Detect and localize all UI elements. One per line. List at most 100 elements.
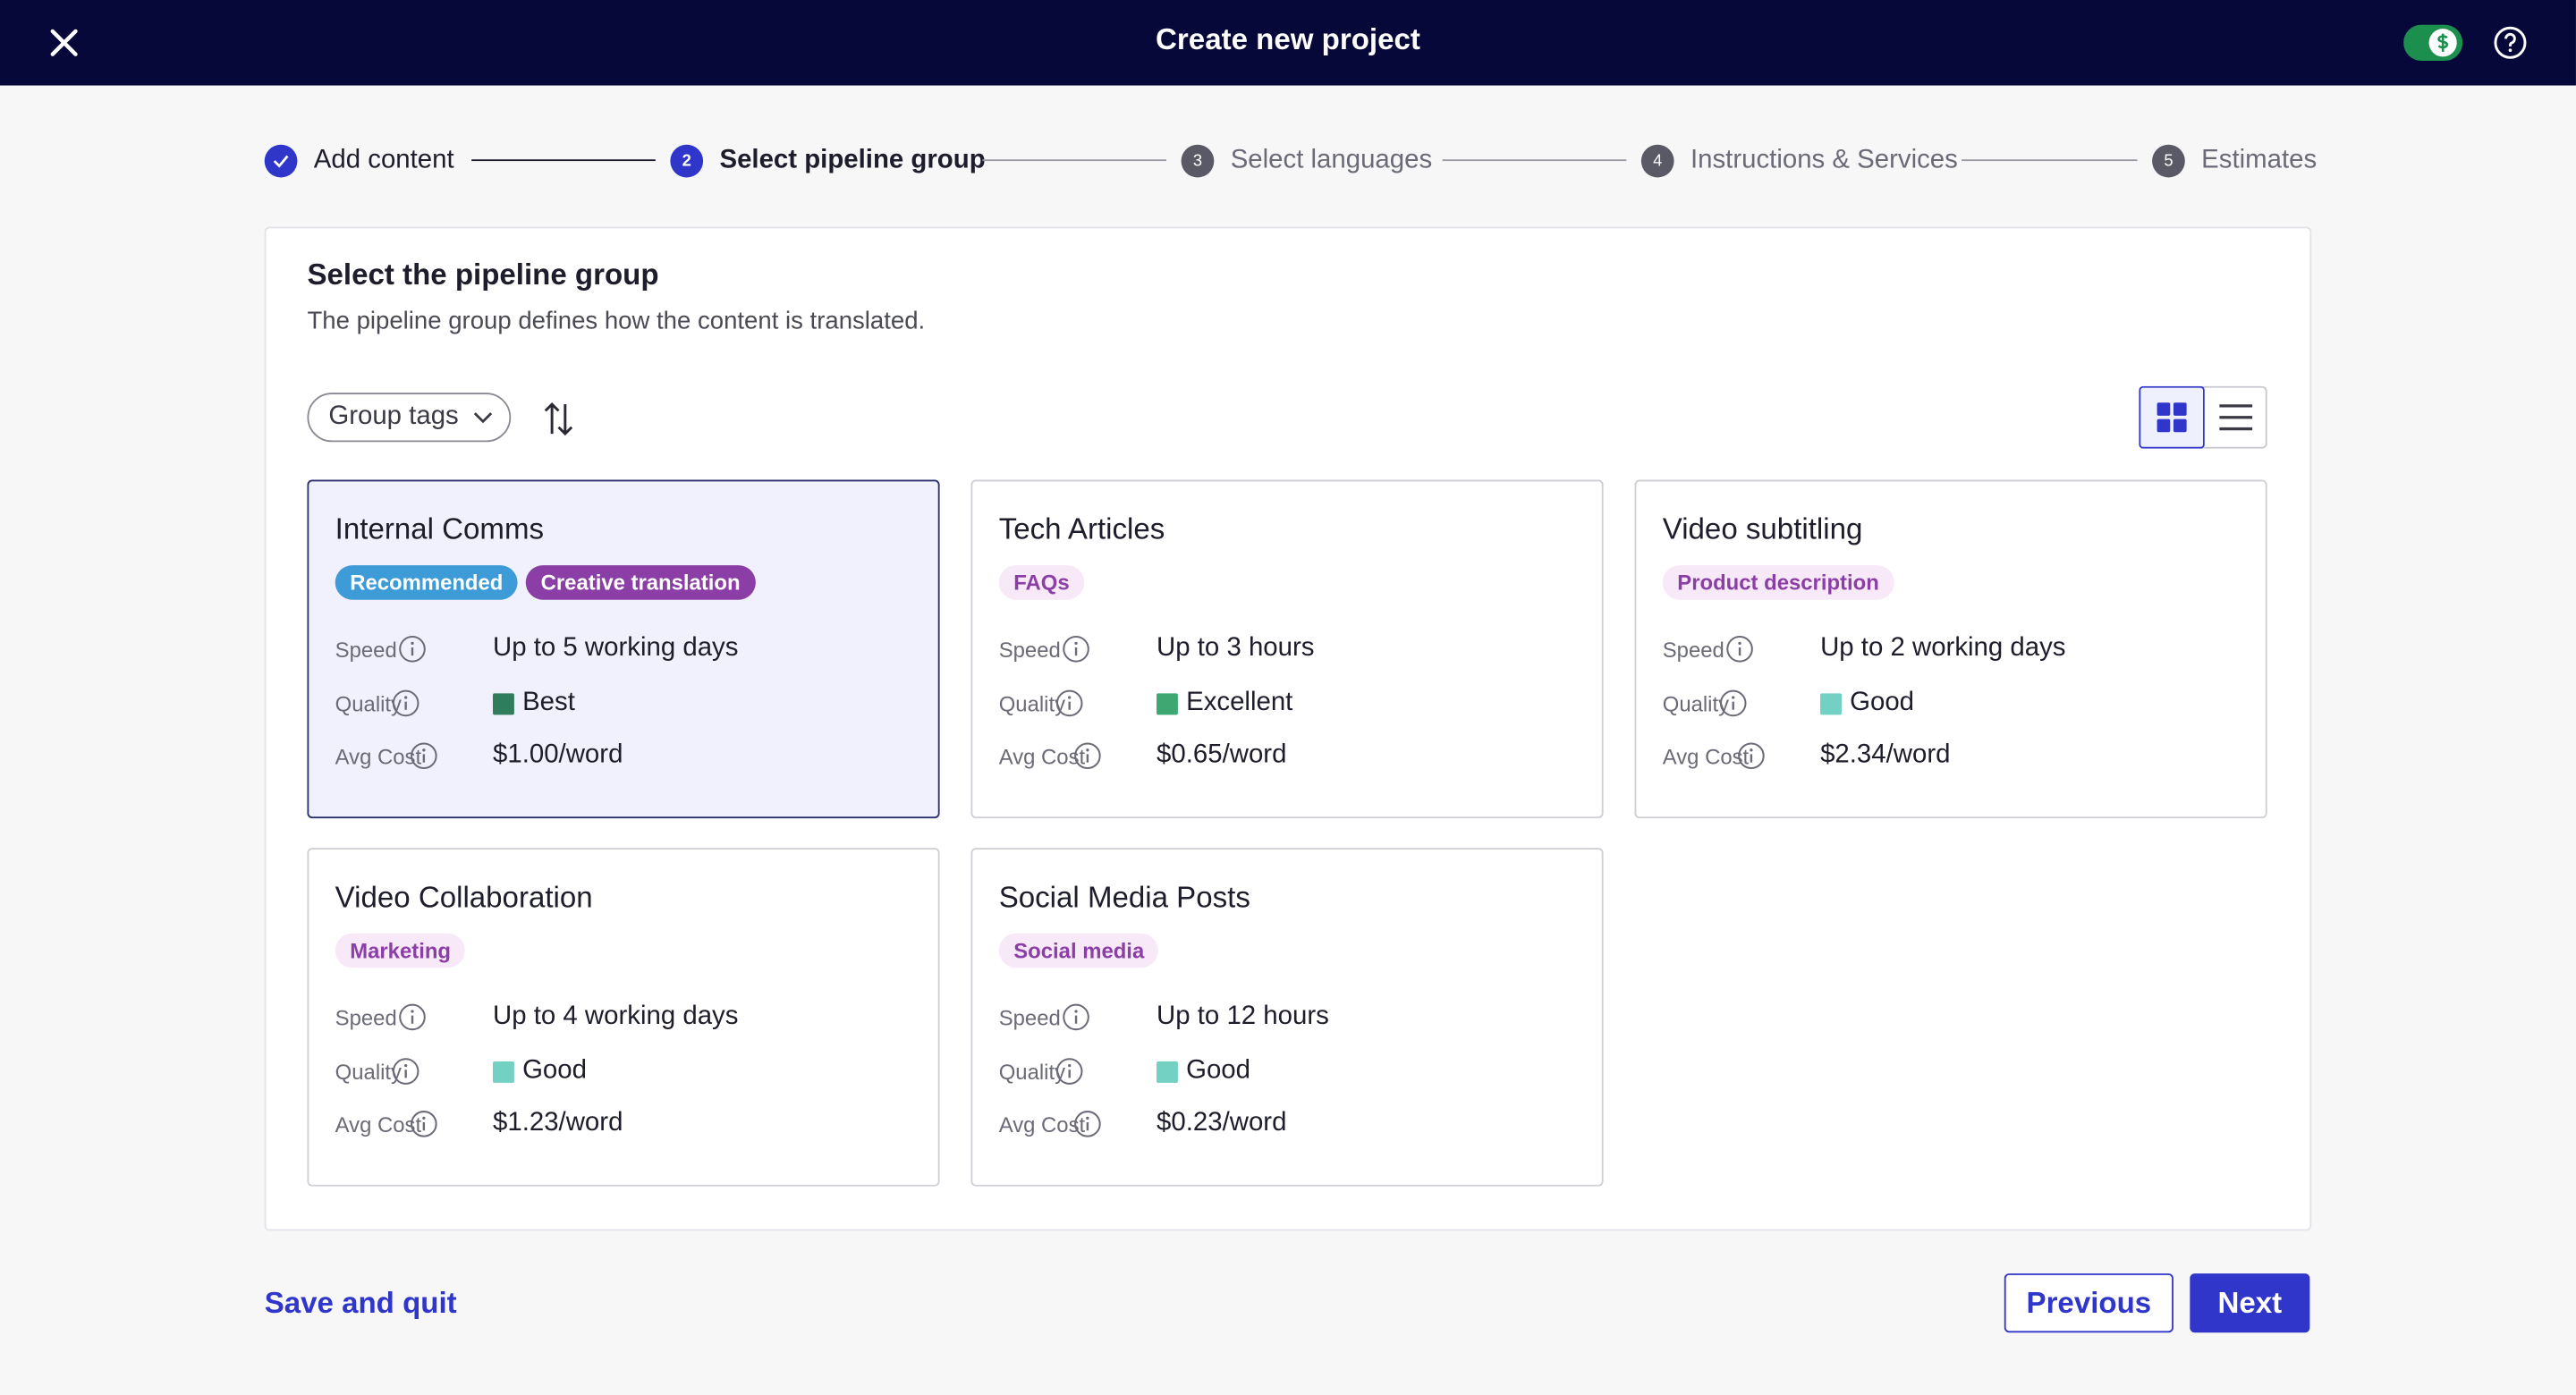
pipeline-card[interactable]: Social Media Posts Social media Speed Up to… <box>970 848 1604 1187</box>
field-value: Excellent <box>1157 689 1292 718</box>
info <box>1062 1002 1091 1040</box>
grid-view-button[interactable] <box>2139 385 2205 449</box>
group-tags-filter[interactable]: Group tags <box>307 393 512 443</box>
info <box>1725 634 1755 672</box>
tag: Social media <box>998 933 1159 968</box>
info-icon[interactable] <box>1736 741 1766 771</box>
close-button[interactable] <box>49 28 79 57</box>
step-label: Select languages <box>1230 146 1433 174</box>
field-value: Up to 2 working days <box>1820 634 2065 664</box>
info-icon[interactable] <box>1718 689 1748 718</box>
field-label: Speed <box>335 637 397 663</box>
step-number: 4 <box>1653 151 1663 171</box>
info-icon[interactable] <box>1055 689 1084 718</box>
info-icon[interactable] <box>391 1057 420 1086</box>
tag: FAQs <box>998 565 1085 600</box>
info-icon[interactable] <box>1072 1109 1102 1138</box>
value-text: Up to 5 working days <box>493 634 739 663</box>
step: 4 Instructions & Services <box>1640 144 1958 178</box>
step-connector <box>1442 159 1627 162</box>
step-indicator <box>264 144 298 178</box>
pipeline-card[interactable]: Video Collaboration Marketing Speed Up to 4… <box>307 848 940 1187</box>
info <box>391 689 420 726</box>
quality-swatch <box>493 1061 514 1082</box>
quality-swatch <box>1820 692 1842 714</box>
field-value: $0.23/word <box>1157 1109 1286 1138</box>
field-value: Best <box>493 689 575 718</box>
quality-swatch <box>493 692 514 714</box>
value-text: $0.65/word <box>1157 740 1287 769</box>
info-icon[interactable] <box>397 1002 427 1032</box>
card-title: Video Collaboration <box>335 880 593 914</box>
field-label: Speed <box>998 637 1061 663</box>
field-label: Avg Cost <box>1662 744 1750 769</box>
tag: Creative translation <box>526 565 756 600</box>
tag-list: Recommended Creative translation <box>335 565 756 600</box>
filter-label: Group tags <box>328 402 459 431</box>
list-view-button[interactable] <box>2205 386 2267 449</box>
field-value: $1.23/word <box>493 1109 623 1138</box>
card-title: Video subtitling <box>1662 512 1863 546</box>
step: 5 Estimates <box>2152 144 2318 178</box>
pipeline-card[interactable]: Tech Articles FAQs Speed Up to 3 hours Quali… <box>970 479 1604 819</box>
info <box>1718 689 1748 726</box>
value-text: Up to 12 hours <box>1157 1002 1329 1031</box>
sort-button[interactable] <box>542 401 575 436</box>
info-icon[interactable] <box>1055 1057 1084 1086</box>
value-text: Up to 2 working days <box>1820 634 2066 663</box>
chevron <box>474 412 493 424</box>
card-title: Tech Articles <box>998 512 1165 546</box>
field-label: Quality <box>998 1060 1066 1085</box>
field-value: Up to 3 hours <box>1157 634 1314 664</box>
info-icon[interactable] <box>391 689 420 718</box>
step-indicator: 4 <box>1640 144 1674 178</box>
tag: Product description <box>1662 565 1894 600</box>
field-label: Speed <box>998 1005 1061 1031</box>
info <box>397 634 427 672</box>
field-label: Avg Cost <box>998 1112 1086 1137</box>
info <box>1072 741 1102 779</box>
cost-toggle[interactable] <box>2403 24 2463 61</box>
step-number: 5 <box>2164 151 2174 171</box>
card-title: Internal Comms <box>335 512 545 546</box>
value-text: Excellent <box>1186 688 1293 717</box>
value-text: Good <box>1186 1056 1250 1085</box>
step-label: Estimates <box>2201 146 2318 174</box>
value-text: Best <box>522 688 575 717</box>
field-label: Speed <box>1662 637 1724 663</box>
pipeline-card[interactable]: Internal Comms Recommended Creative transl… <box>307 479 940 819</box>
header-title: Create new project <box>1156 22 1420 56</box>
step-label: Select pipeline group <box>719 146 986 174</box>
field-value: Good <box>1820 689 1914 718</box>
info-icon[interactable] <box>1725 634 1755 664</box>
field-value: $0.65/word <box>1157 741 1286 771</box>
info-icon[interactable] <box>1062 1002 1091 1032</box>
step: 2 Select pipeline group <box>670 144 986 178</box>
tag-list: FAQs <box>998 565 1085 600</box>
step-label: Add content <box>313 146 454 174</box>
next-button[interactable]: Next <box>2190 1273 2310 1333</box>
info-icon[interactable] <box>397 634 427 664</box>
step-connector <box>471 159 656 162</box>
help-button[interactable] <box>2494 26 2527 59</box>
field-label: Quality <box>335 691 402 717</box>
save-and-quit[interactable]: Save and quit <box>264 1286 457 1320</box>
field-label: Quality <box>1662 691 1730 717</box>
previous-button[interactable]: Previous <box>2004 1273 2174 1333</box>
step-number: 2 <box>682 151 691 171</box>
tag: Marketing <box>335 933 466 968</box>
tag-list: Social media <box>998 933 1159 968</box>
info <box>397 1002 427 1040</box>
info-icon[interactable] <box>1062 634 1091 664</box>
info <box>391 1057 420 1095</box>
pipeline-card[interactable]: Video subtitling Product description Speed… <box>1634 479 2267 819</box>
info-icon[interactable] <box>409 1109 438 1138</box>
step-indicator: 2 <box>670 144 704 178</box>
step-number: 3 <box>1192 151 1203 171</box>
field-label: Avg Cost <box>335 1112 422 1137</box>
info-icon[interactable] <box>409 741 438 771</box>
info-icon[interactable] <box>1072 741 1102 771</box>
step-connector <box>982 159 1167 162</box>
info <box>409 741 438 779</box>
value-text: $2.34/word <box>1820 740 1951 769</box>
